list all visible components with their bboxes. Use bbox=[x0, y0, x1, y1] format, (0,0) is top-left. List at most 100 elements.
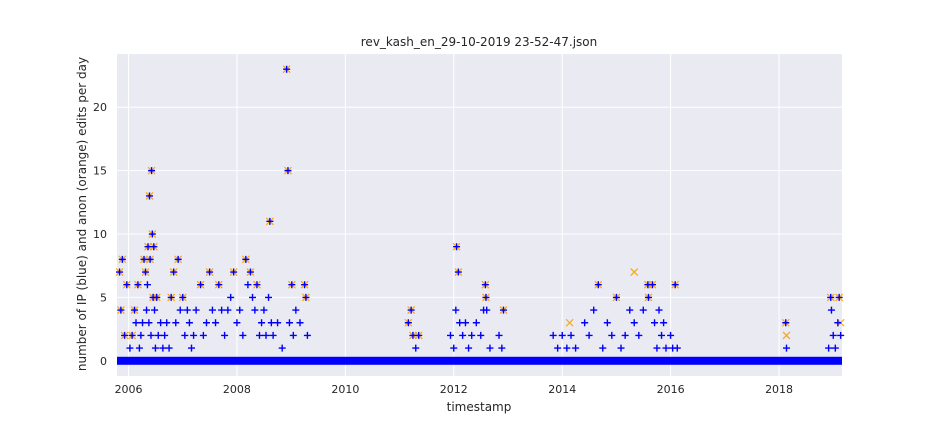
ip-edit-marker bbox=[242, 255, 250, 263]
ip-edit-marker bbox=[150, 243, 158, 251]
ip-edit-marker bbox=[197, 281, 205, 289]
ip-edit-marker bbox=[302, 293, 310, 301]
ip-edit-marker bbox=[126, 344, 134, 352]
chart-title: rev_kash_en_29-10-2019 23-52-47.json bbox=[361, 35, 597, 49]
ip-edit-marker bbox=[199, 331, 207, 339]
ip-edit-marker bbox=[303, 331, 311, 339]
ip-edit-marker bbox=[274, 319, 282, 327]
anon-edit-marker bbox=[782, 331, 791, 340]
ip-edit-marker bbox=[465, 344, 473, 352]
ip-edit-marker bbox=[404, 319, 412, 327]
ip-edit-marker bbox=[262, 331, 270, 339]
ip-edit-marker bbox=[459, 331, 467, 339]
ip-edit-marker bbox=[454, 268, 462, 276]
ip-edit-marker bbox=[233, 319, 241, 327]
x-tick-label: 2018 bbox=[765, 383, 793, 396]
data-points bbox=[115, 65, 845, 352]
y-ticks: 0 5 10 15 20 bbox=[93, 101, 107, 368]
ip-edit-marker bbox=[639, 306, 647, 314]
y-tick-label: 20 bbox=[93, 101, 107, 114]
grid bbox=[117, 54, 842, 376]
y-tick-label: 15 bbox=[93, 165, 107, 178]
ip-edit-marker bbox=[563, 344, 571, 352]
ip-edit-marker bbox=[181, 331, 189, 339]
ip-edit-marker bbox=[450, 344, 458, 352]
ip-edit-marker bbox=[251, 306, 259, 314]
x-tick-label: 2008 bbox=[223, 383, 251, 396]
ip-edit-marker bbox=[148, 167, 156, 175]
x-tick-label: 2014 bbox=[548, 383, 576, 396]
ip-edit-marker bbox=[673, 344, 681, 352]
ip-edit-marker bbox=[163, 319, 171, 327]
x-tick-label: 2006 bbox=[115, 383, 143, 396]
ip-edit-marker bbox=[554, 344, 562, 352]
ip-edit-marker bbox=[141, 268, 149, 276]
ip-edit-marker bbox=[825, 344, 833, 352]
ip-edit-marker bbox=[626, 306, 634, 314]
ip-edit-marker bbox=[468, 331, 476, 339]
ip-edit-marker bbox=[572, 344, 580, 352]
ip-edit-marker bbox=[170, 268, 178, 276]
ip-edit-marker bbox=[612, 293, 620, 301]
ip-edit-marker bbox=[834, 319, 842, 327]
ip-edit-marker bbox=[662, 344, 670, 352]
ip-edit-marker bbox=[143, 306, 151, 314]
ip-edit-marker bbox=[146, 255, 154, 263]
ip-edit-marker bbox=[218, 306, 226, 314]
ip-edit-marker bbox=[154, 331, 162, 339]
ip-edit-marker bbox=[498, 344, 506, 352]
ip-edit-marker bbox=[134, 281, 142, 289]
ip-edit-marker bbox=[227, 293, 235, 301]
ip-edit-marker bbox=[558, 331, 566, 339]
ip-edit-marker bbox=[151, 344, 159, 352]
ip-edit-marker bbox=[829, 331, 837, 339]
ip-edit-marker bbox=[608, 331, 616, 339]
ip-edit-marker bbox=[630, 319, 638, 327]
ip-edit-marker bbox=[269, 331, 277, 339]
ip-edit-marker bbox=[137, 331, 145, 339]
y-tick-label: 10 bbox=[93, 228, 107, 241]
ip-edit-marker bbox=[477, 331, 485, 339]
x-axis-label: timestamp bbox=[447, 400, 512, 414]
y-axis-label: number of IP (blue) and anon (orange) ed… bbox=[75, 57, 89, 371]
ip-edit-marker bbox=[167, 293, 175, 301]
ip-edit-marker bbox=[266, 217, 274, 225]
ip-edit-marker bbox=[452, 306, 460, 314]
ip-edit-marker bbox=[648, 281, 656, 289]
ip-edit-marker bbox=[123, 281, 131, 289]
ip-edit-marker bbox=[599, 344, 607, 352]
ip-edit-marker bbox=[481, 281, 489, 289]
ip-edit-marker bbox=[246, 268, 254, 276]
ip-edit-marker bbox=[782, 344, 790, 352]
ip-edit-marker bbox=[176, 306, 184, 314]
ip-edit-marker bbox=[140, 255, 148, 263]
ip-edit-marker bbox=[831, 344, 839, 352]
ip-edit-marker bbox=[265, 293, 273, 301]
ip-edit-marker bbox=[590, 306, 598, 314]
ip-edit-marker bbox=[255, 331, 263, 339]
ip-edit-marker bbox=[585, 331, 593, 339]
ip-edit-marker bbox=[165, 344, 173, 352]
ip-edit-marker bbox=[292, 306, 300, 314]
ip-edit-marker bbox=[172, 319, 180, 327]
ip-edit-marker bbox=[143, 281, 151, 289]
ip-edit-marker bbox=[202, 319, 210, 327]
x-tick-label: 2010 bbox=[331, 383, 359, 396]
ip-edit-marker bbox=[486, 344, 494, 352]
ip-edit-marker bbox=[283, 65, 291, 73]
ip-edit-marker bbox=[617, 344, 625, 352]
y-tick-label: 0 bbox=[100, 355, 107, 368]
ip-edit-marker bbox=[212, 319, 220, 327]
ip-edit-marker bbox=[183, 306, 191, 314]
ip-edit-marker bbox=[230, 268, 238, 276]
ip-edit-marker bbox=[581, 319, 589, 327]
ip-edit-marker bbox=[159, 344, 167, 352]
ip-edit-marker bbox=[116, 268, 124, 276]
x-tick-label: 2012 bbox=[440, 383, 468, 396]
ip-edit-marker bbox=[221, 331, 229, 339]
ip-edit-marker bbox=[215, 281, 223, 289]
ip-edit-marker bbox=[655, 306, 663, 314]
ip-edit-marker bbox=[206, 268, 214, 276]
ip-edit-marker bbox=[179, 293, 187, 301]
